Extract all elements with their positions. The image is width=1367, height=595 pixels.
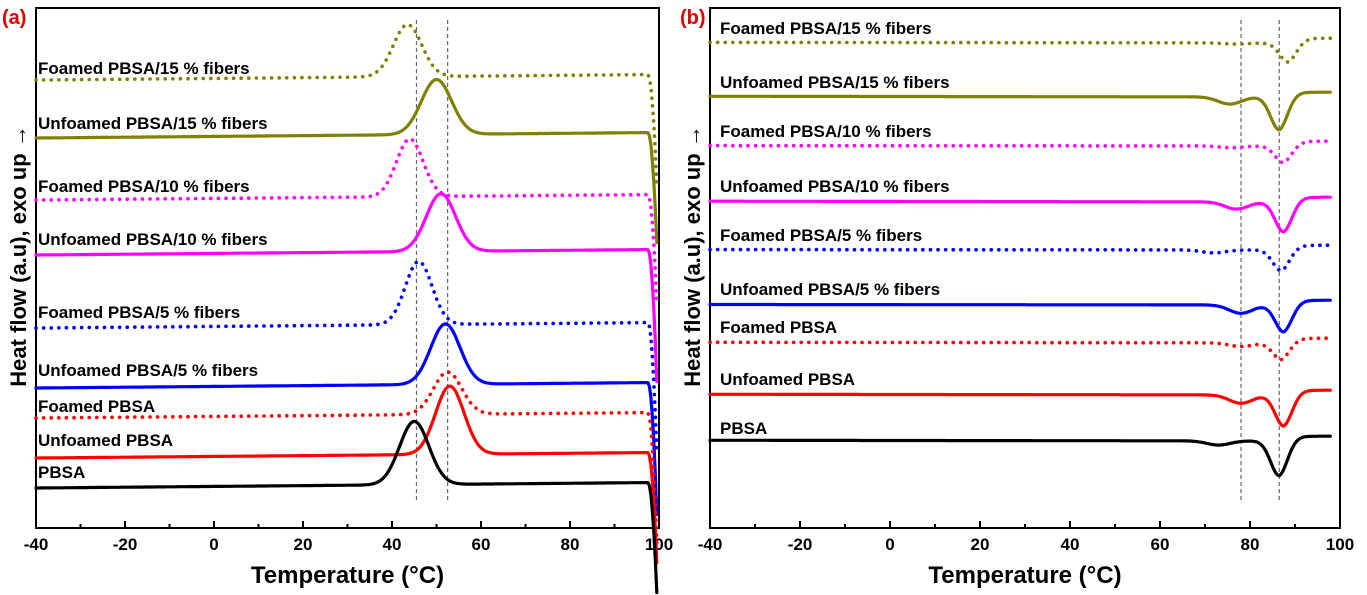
series-curve	[708, 36, 1333, 64]
panel-b: -40 -20 0 20 40 60 80 100 Temperature (°C) Heat f…	[680, 7, 1354, 589]
series-label: PBSA	[720, 419, 767, 438]
series-curve	[34, 137, 659, 307]
x-tick-label: -20	[788, 535, 813, 554]
series-label: Foamed PBSA	[38, 397, 155, 416]
series-label: Unfoamed PBSA/5 % fibers	[720, 280, 940, 299]
series-label: Unfoamed PBSA/10 % fibers	[720, 177, 950, 196]
series-curve	[34, 419, 659, 595]
panel-a: -40 -20 0 20 40 60 80 100 Temperature (°C) Heat f…	[2, 7, 673, 595]
x-tick-label: 60	[472, 535, 491, 554]
series-curve	[708, 388, 1332, 428]
series-label: Unfoamed PBSA/10 % fibers	[38, 230, 268, 249]
x-tick-label: -20	[113, 535, 138, 554]
series-label: Foamed PBSA/10 % fibers	[720, 122, 932, 141]
x-tick-label: 20	[971, 535, 990, 554]
x-tick-label: 80	[561, 535, 580, 554]
series-curve	[708, 195, 1332, 234]
x-tick-label: 0	[885, 535, 894, 554]
series-curve	[34, 77, 659, 245]
x-tick-label: 100	[1326, 535, 1354, 554]
series-label: Foamed PBSA/5 % fibers	[38, 303, 240, 322]
series-label: Unfoamed PBSA	[720, 370, 855, 389]
plot-frame	[35, 7, 660, 529]
series-curve	[34, 322, 659, 517]
series-label: Foamed PBSA/5 % fibers	[720, 226, 922, 245]
series-curve	[708, 434, 1332, 478]
series-curve	[708, 243, 1333, 273]
panel-tag: (a)	[2, 7, 26, 29]
series-label: Foamed PBSA/15 % fibers	[720, 19, 932, 38]
x-axis-label: Temperature (°C)	[928, 562, 1121, 589]
y-axis-label: Heat flow (a.u), exo up →	[680, 125, 705, 387]
series-curve	[708, 90, 1332, 132]
x-tick-label: 40	[383, 535, 402, 554]
series-curve	[34, 192, 659, 384]
x-tick-label: 100	[645, 535, 673, 554]
y-axis-label: Heat flow (a.u), exo up →	[6, 125, 31, 387]
x-axis-label: Temperature (°C)	[251, 562, 444, 589]
x-tick-label: -40	[24, 535, 49, 554]
panel-tag: (b)	[680, 7, 706, 29]
series-curve	[708, 298, 1332, 334]
series-curve	[708, 139, 1333, 165]
series-label: Unfoamed PBSA	[38, 431, 173, 450]
series-label: Foamed PBSA	[720, 318, 837, 337]
series-label: Unfoamed PBSA/5 % fibers	[38, 361, 258, 380]
series-curve	[34, 259, 659, 457]
series-label: Unfoamed PBSA/15 % fibers	[38, 114, 268, 133]
series-label: Foamed PBSA/10 % fibers	[38, 177, 250, 196]
x-tick-label: 0	[209, 535, 218, 554]
series-curve	[34, 370, 659, 547]
x-tick-label: 20	[294, 535, 313, 554]
series-label: Foamed PBSA/15 % fibers	[38, 59, 250, 78]
x-tick-label: -40	[698, 535, 723, 554]
series-curve	[708, 336, 1333, 362]
x-tick-label: 40	[1061, 535, 1080, 554]
series-label: PBSA	[38, 463, 85, 482]
series-curve	[34, 384, 659, 565]
series-curve	[34, 22, 659, 187]
x-tick-label: 80	[1241, 535, 1260, 554]
series-label: Unfoamed PBSA/15 % fibers	[720, 73, 950, 92]
x-tick-label: 60	[1151, 535, 1170, 554]
